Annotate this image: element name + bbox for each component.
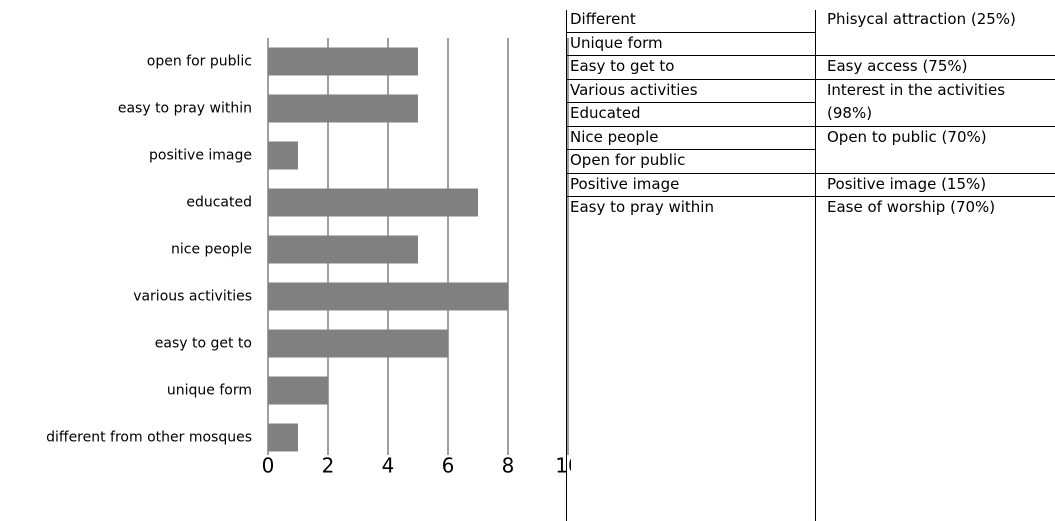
table-cell: Ease of worship (70%) (827, 198, 996, 216)
table-cell: Educated (570, 104, 641, 122)
y-tick-label: open for public (147, 54, 252, 70)
y-tick-label: various activities (133, 289, 252, 305)
row-line (566, 102, 815, 103)
table-divider (815, 10, 816, 521)
bar (268, 376, 328, 405)
y-tick-label: positive image (149, 148, 252, 164)
bar (268, 47, 418, 76)
row-line (566, 173, 815, 174)
x-tick-label: 6 (442, 454, 455, 478)
x-axis: 0 2 4 6 8 10 (262, 454, 580, 478)
table-cell: Various activities (570, 80, 698, 99)
table-cell: Open to public (70%) (827, 127, 987, 146)
bar (268, 329, 448, 358)
bar (268, 235, 418, 264)
y-tick-label: educated (186, 195, 252, 211)
x-tick-label: 8 (502, 454, 515, 478)
bar (268, 141, 298, 170)
bar (268, 423, 298, 452)
table-cell: Easy to pray within (570, 198, 714, 216)
row-line (566, 196, 815, 197)
row-line (566, 55, 815, 56)
x-tick-label: 2 (322, 454, 335, 478)
x-tick-label: 0 (262, 454, 275, 478)
table-cell: Nice people (570, 127, 659, 146)
x-tick-label: 4 (382, 454, 395, 478)
x-tick-label: 10 (555, 454, 580, 478)
y-tick-label: unique form (167, 383, 252, 399)
table-cell: Easy to get to (570, 57, 675, 75)
table-cell: Positive image (570, 174, 680, 193)
row-line (566, 79, 815, 80)
table-border (566, 10, 567, 521)
row-line (815, 55, 1055, 56)
row-line (566, 126, 815, 127)
table-cell: Open for public (570, 151, 686, 169)
row-line (815, 79, 1055, 80)
y-tick-label: easy to pray within (118, 101, 252, 117)
row-line (815, 173, 1055, 174)
y-tick-label: different from other mosques (46, 430, 252, 446)
bar (268, 188, 478, 217)
y-tick-label: easy to get to (155, 336, 252, 352)
bar (268, 94, 418, 123)
row-line (815, 126, 1055, 127)
y-tick-label: nice people (171, 242, 252, 258)
row-line (815, 196, 1055, 197)
table-cell: Easy access (75%) (827, 57, 968, 75)
table-cell: Interest in the activities (98%) (827, 80, 1006, 123)
table-cell: Unique form (570, 33, 663, 52)
table-cell: Positive image (15%) (827, 174, 987, 193)
row-line (566, 149, 815, 150)
table-cell: Phisycal attraction (25%) (827, 10, 1016, 28)
bar (268, 282, 508, 311)
table-cell: Different (570, 10, 636, 28)
row-line (566, 32, 815, 33)
